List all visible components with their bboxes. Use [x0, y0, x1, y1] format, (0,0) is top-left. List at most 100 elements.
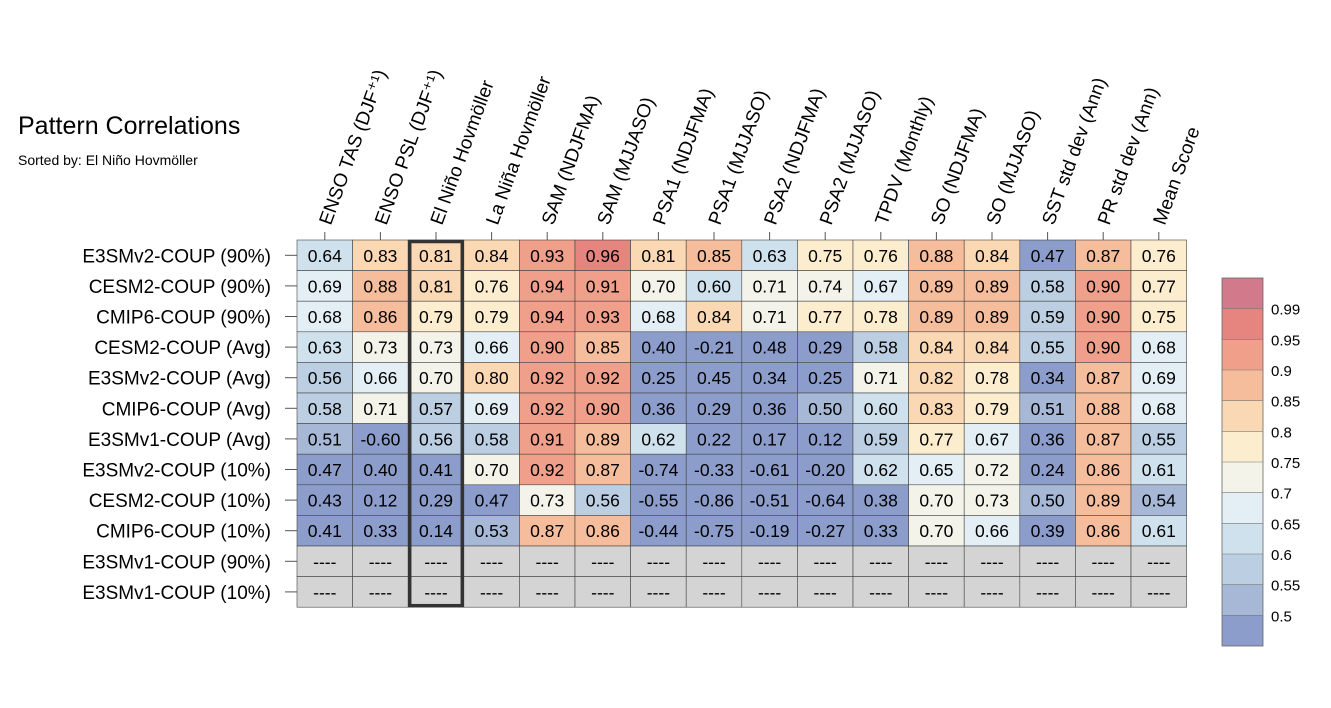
- cell-value-label: ----: [925, 582, 948, 602]
- row-label: E3SMv1-COUP (10%): [82, 583, 271, 604]
- heatmap-cell: [574, 392, 631, 424]
- cell-value-label: 0.47: [308, 460, 342, 480]
- heatmap-cell: [908, 300, 965, 333]
- cell-value-label: 0.66: [975, 521, 1009, 541]
- cell-value-label: 0.47: [1031, 246, 1065, 266]
- cell-value-label: 0.88: [1086, 399, 1120, 419]
- cell-value-label: -0.64: [805, 491, 845, 511]
- cell-value-label: ----: [702, 552, 725, 572]
- heatmap-cell: [463, 484, 520, 516]
- cell-value-label: 0.92: [530, 368, 564, 388]
- heatmap-cell: [685, 300, 743, 333]
- row-label: CESM2-COUP (Avg): [94, 338, 271, 359]
- heatmap-cell: [296, 423, 353, 455]
- cell-value-label: 0.38: [864, 491, 898, 511]
- column-label: PR std dev (Ann): [1094, 85, 1163, 228]
- cell-value-label: 0.76: [864, 246, 898, 266]
- cell-value-label: ----: [536, 552, 559, 572]
- heatmap-cell: [1130, 423, 1187, 455]
- cell-value-label: 0.71: [864, 368, 898, 388]
- heatmap-cell: [797, 576, 854, 608]
- heatmap-cell: [852, 270, 909, 302]
- heatmap-cell: [797, 545, 854, 577]
- heatmap-cell: [1130, 515, 1187, 547]
- cell-value-label: 0.74: [808, 276, 842, 296]
- heatmap-cell: [519, 453, 576, 486]
- heatmap-cell: [1075, 453, 1132, 486]
- cell-value-label: 0.87: [1086, 246, 1120, 266]
- heatmap-cell: [519, 392, 576, 424]
- cell-value-label: -0.44: [638, 521, 678, 541]
- heatmap-cell: [685, 362, 743, 394]
- heatmap-cell: [630, 392, 687, 424]
- cell-value-label: ----: [1147, 552, 1170, 572]
- cell-value-label: 0.86: [1086, 460, 1120, 480]
- cell-value-label: 0.68: [641, 307, 675, 327]
- heatmap-cell: [574, 423, 631, 455]
- heatmap-cell: [797, 270, 854, 302]
- heatmap-cell: [797, 239, 854, 271]
- cell-value-label: 0.75: [808, 246, 842, 266]
- cell-value-label: 0.66: [475, 338, 509, 358]
- cell-value-label: 0.29: [697, 399, 731, 419]
- cell-value-label: 0.55: [1142, 429, 1176, 449]
- heatmap-cell: [352, 300, 409, 333]
- row-label: CESM2-COUP (10%): [89, 491, 271, 512]
- row-label: CESM2-COUP (90%): [89, 277, 271, 298]
- cell-value-label: 0.63: [753, 246, 787, 266]
- cell-value-label: 0.45: [697, 368, 731, 388]
- colorbar-label: 0.55: [1271, 578, 1300, 595]
- cell-value-label: 0.79: [475, 307, 509, 327]
- heatmap-cell: [1075, 423, 1132, 455]
- heatmap-cell: [1075, 576, 1132, 608]
- cell-value-label: 0.77: [919, 429, 953, 449]
- cell-value-label: 0.24: [1031, 460, 1065, 480]
- cell-value-label: 0.59: [1031, 307, 1065, 327]
- cell-value-label: 0.94: [530, 307, 564, 327]
- cell-value-label: -0.86: [694, 491, 734, 511]
- heatmap-cell: [407, 392, 465, 424]
- cell-value-label: ----: [814, 552, 837, 572]
- cell-value-label: 0.69: [475, 399, 509, 419]
- heatmap-cell: [352, 576, 409, 608]
- cell-value-label: 0.92: [586, 368, 620, 388]
- cell-value-label: 0.88: [919, 246, 953, 266]
- cell-value-label: -0.74: [638, 460, 678, 480]
- heatmap-cell: [352, 270, 409, 302]
- cell-value-label: 0.57: [419, 399, 453, 419]
- cell-value-label: 0.92: [530, 460, 564, 480]
- heatmap-cell: [852, 484, 909, 516]
- cell-value-label: 0.94: [530, 276, 564, 296]
- cell-value-label: 0.48: [753, 338, 787, 358]
- heatmap-cell: [685, 453, 743, 486]
- cell-value-label: 0.63: [308, 338, 342, 358]
- colorbar-label: 0.7: [1271, 486, 1292, 503]
- cell-value-label: 0.78: [975, 368, 1009, 388]
- colorbar-segment: [1222, 339, 1263, 370]
- cell-value-label: ----: [980, 582, 1003, 602]
- cell-value-label: 0.67: [864, 276, 898, 296]
- cell-value-label: 0.70: [641, 276, 675, 296]
- heatmap-cell: [741, 453, 798, 486]
- cell-value-label: 0.66: [363, 368, 397, 388]
- heatmap-cell: [463, 545, 520, 577]
- cell-value-label: 0.89: [975, 276, 1009, 296]
- row-label: CMIP6-COUP (10%): [96, 522, 271, 543]
- cell-value-label: ----: [814, 582, 837, 602]
- cell-value-label: 0.41: [308, 521, 342, 541]
- cell-value-label: 0.72: [975, 460, 1009, 480]
- cell-value-label: 0.81: [641, 246, 675, 266]
- cell-value-label: 0.56: [586, 491, 620, 511]
- cell-value-label: 0.34: [753, 368, 787, 388]
- cell-value-label: 0.86: [1086, 521, 1120, 541]
- heatmap-cell: [1130, 362, 1187, 394]
- heatmap-cell: [574, 300, 631, 333]
- heatmap-cell: [685, 423, 743, 455]
- colorbar-label: 0.85: [1271, 394, 1300, 411]
- cell-value-label: ----: [925, 552, 948, 572]
- heatmap-cell: [852, 392, 909, 424]
- heatmap-cell: [797, 331, 854, 363]
- cell-value-label: -0.20: [805, 460, 845, 480]
- heatmap-cell: [685, 545, 743, 577]
- heatmap-cell: [741, 484, 798, 516]
